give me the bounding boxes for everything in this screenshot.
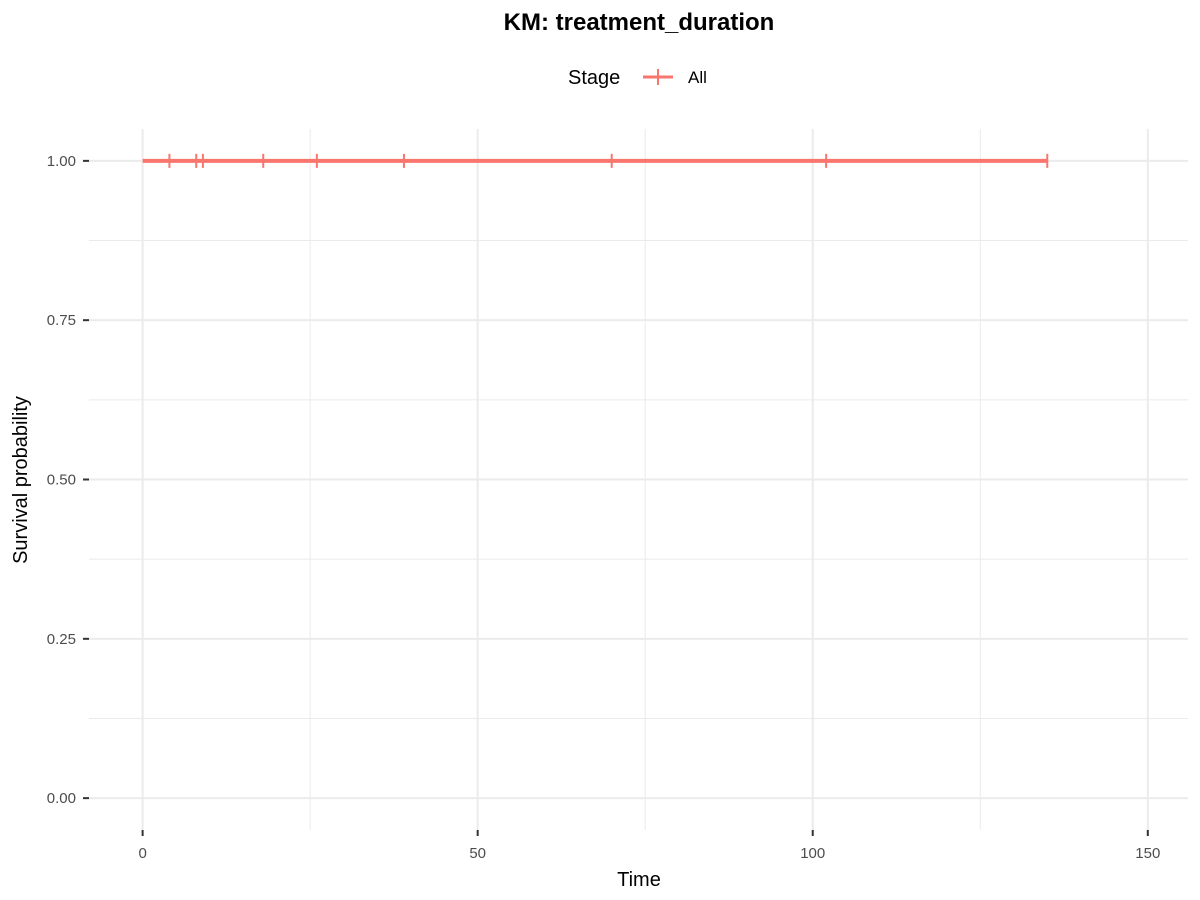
y-tick-label: 0.25 — [47, 631, 76, 648]
y-tick-label: 0.00 — [47, 790, 76, 807]
legend-title: Stage — [568, 67, 620, 89]
x-tick-label: 0 — [138, 845, 146, 862]
x-axis-title: Time — [617, 869, 661, 891]
y-tick-label: 0.75 — [47, 312, 76, 329]
grid-lines — [89, 129, 1188, 830]
series-layer — [142, 153, 1049, 168]
x-tick-label: 50 — [469, 845, 486, 862]
y-tick-label: 1.00 — [47, 153, 76, 170]
legend: Stage All — [568, 67, 707, 89]
y-axis-title: Survival probability — [10, 396, 32, 564]
x-tick-label: 100 — [800, 845, 825, 862]
x-tick-label: 150 — [1135, 845, 1160, 862]
axes: 0.00 0.25 0.50 0.75 1.00 0 50 100 150 — [47, 153, 1161, 862]
chart-title: KM: treatment_duration — [504, 9, 775, 36]
legend-label-all: All — [688, 68, 707, 87]
y-tick-label: 0.50 — [47, 472, 76, 489]
